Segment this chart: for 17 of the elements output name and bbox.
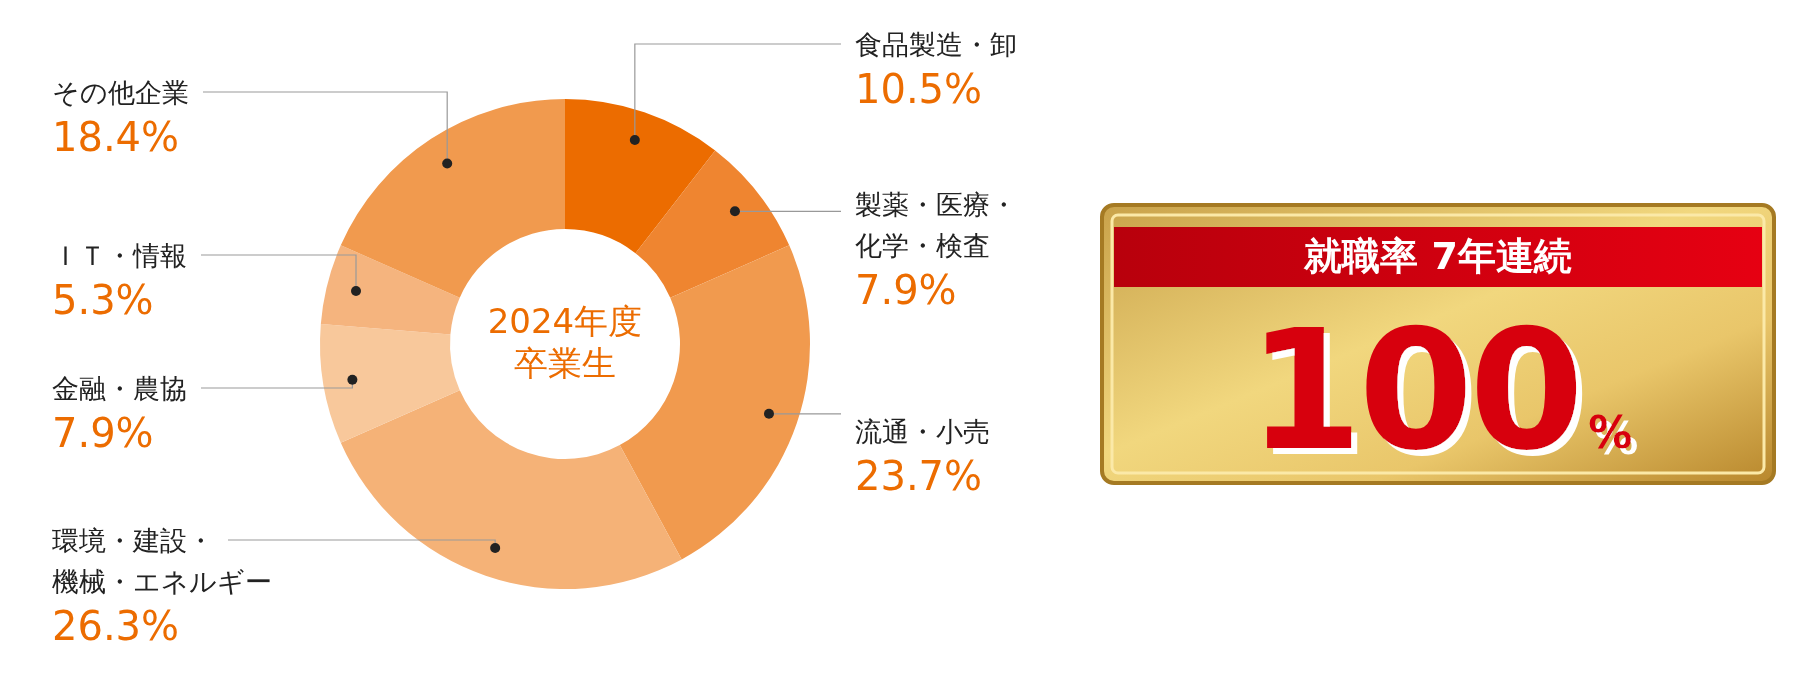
slice-label: 食品製造・卸	[855, 28, 1017, 62]
text: 就職率 7年連続	[1303, 233, 1572, 278]
data-label: 7.9%	[52, 409, 154, 457]
slice-label: 金融・農協	[52, 372, 187, 406]
slice-label: ＩＴ・情報	[52, 239, 187, 273]
data-label: 5.3%	[52, 276, 154, 324]
data-label: 10.5%	[855, 65, 983, 113]
text: 2024年度卒業生	[486, 300, 644, 384]
data-label: 18.4%	[52, 113, 180, 161]
slice-label: 環境・建設・機械・エネルギー	[52, 524, 272, 599]
data-label: 23.7%	[855, 452, 983, 500]
slice-label: 製薬・医療・化学・検査	[855, 188, 1017, 263]
data-label: 26.3%	[52, 602, 180, 650]
slice-label: その他企業	[52, 76, 189, 110]
data-label: 7.9%	[855, 266, 957, 314]
text: 100%	[1247, 295, 1632, 487]
slice-label: 流通・小売	[855, 415, 990, 449]
